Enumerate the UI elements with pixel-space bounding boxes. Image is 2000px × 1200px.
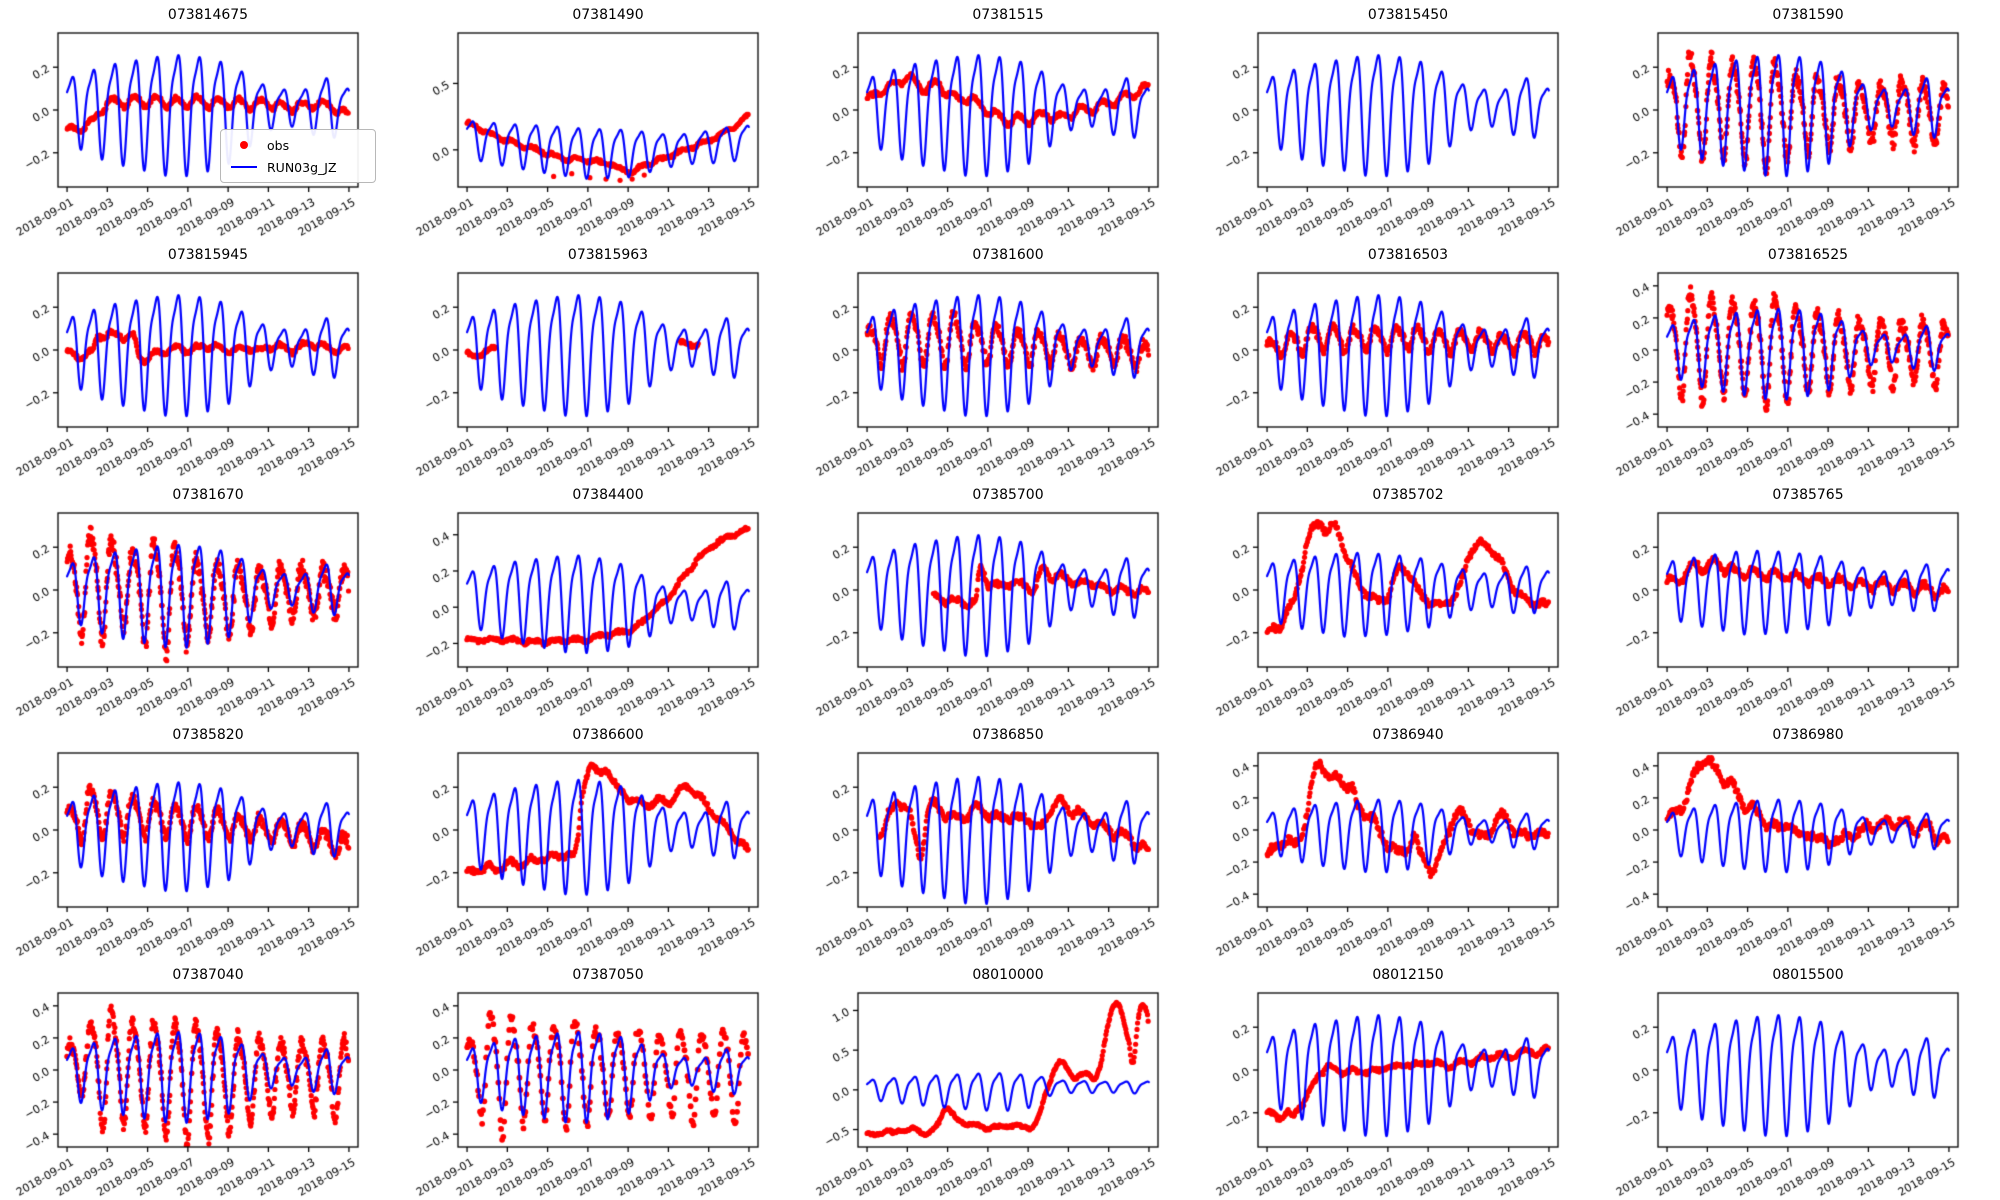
subplot-073815945: 073815945 <box>0 240 400 480</box>
subplot-title: 07381600 <box>972 247 1044 263</box>
subplot-07381515: 07381515 <box>800 0 1200 240</box>
plot-canvas <box>800 480 1200 720</box>
subplot-08010000: 08010000 <box>800 960 1200 1200</box>
subplot-title: 07385820 <box>172 727 244 743</box>
plot-canvas <box>1600 480 2000 720</box>
subplot-07385700: 07385700 <box>800 480 1200 720</box>
plot-canvas <box>400 240 800 480</box>
subplot-07385820: 07385820 <box>0 720 400 960</box>
subplot-07386940: 07386940 <box>1200 720 1600 960</box>
legend-entry-model: RUN03g_JZ <box>229 156 367 178</box>
plot-canvas <box>1200 480 1600 720</box>
legend-model-label: RUN03g_JZ <box>267 159 337 175</box>
subplot-title: 07381490 <box>572 7 644 23</box>
plot-canvas <box>1600 960 2000 1200</box>
subplot-title: 073816525 <box>1767 247 1849 263</box>
subplot-title: 07381670 <box>172 487 244 503</box>
legend-entry-obs: obs <box>229 134 367 156</box>
plot-canvas <box>0 0 400 240</box>
subplot-073816503: 073816503 <box>1200 240 1600 480</box>
subplot-08012150: 08012150 <box>1200 960 1600 1200</box>
plot-canvas <box>1200 720 1600 960</box>
plot-canvas <box>1200 240 1600 480</box>
plot-canvas <box>400 480 800 720</box>
model-line-icon <box>229 166 259 168</box>
subplot-title: 073815963 <box>567 247 649 263</box>
subplot-07381600: 07381600 <box>800 240 1200 480</box>
subplot-title: 08012150 <box>1372 967 1444 983</box>
plot-canvas <box>0 240 400 480</box>
subplot-title: 07386980 <box>1772 727 1844 743</box>
subplot-07381590: 07381590 <box>1600 0 2000 240</box>
subplot-title: 07387050 <box>572 967 644 983</box>
plot-canvas <box>800 240 1200 480</box>
subplot-title: 073814675 <box>167 7 249 23</box>
subplot-07386980: 07386980 <box>1600 720 2000 960</box>
subplot-07381670: 07381670 <box>0 480 400 720</box>
plot-canvas <box>1200 960 1600 1200</box>
subplot-07387040: 07387040 <box>0 960 400 1200</box>
subplot-title: 073815450 <box>1367 7 1449 23</box>
plot-canvas <box>1600 0 2000 240</box>
subplot-title: 073815945 <box>167 247 249 263</box>
plot-canvas <box>800 720 1200 960</box>
subplot-07386850: 07386850 <box>800 720 1200 960</box>
subplot-073814675: 073814675 <box>0 0 400 240</box>
subplot-title: 08010000 <box>972 967 1044 983</box>
plot-canvas <box>1600 720 2000 960</box>
subplot-07384400: 07384400 <box>400 480 800 720</box>
subplot-title: 073816503 <box>1367 247 1449 263</box>
subplot-07387050: 07387050 <box>400 960 800 1200</box>
subplot-title: 07381590 <box>1772 7 1844 23</box>
subplot-title: 07381515 <box>972 7 1044 23</box>
subplot-title: 07386940 <box>1372 727 1444 743</box>
legend-obs-label: obs <box>267 137 290 153</box>
plot-canvas <box>800 0 1200 240</box>
subplot-073815450: 073815450 <box>1200 0 1600 240</box>
obs-dot-icon <box>229 141 259 149</box>
subplot-073815963: 073815963 <box>400 240 800 480</box>
subplot-07386600: 07386600 <box>400 720 800 960</box>
plot-canvas <box>400 960 800 1200</box>
plot-canvas <box>400 720 800 960</box>
subplot-title: 07385765 <box>1772 487 1844 503</box>
plot-canvas <box>1600 240 2000 480</box>
plot-canvas <box>400 0 800 240</box>
plot-canvas <box>1200 0 1600 240</box>
plot-canvas <box>0 960 400 1200</box>
subplot-08015500: 08015500 <box>1600 960 2000 1200</box>
subplot-title: 07386600 <box>572 727 644 743</box>
subplot-title: 08015500 <box>1772 967 1844 983</box>
subplot-07385702: 07385702 <box>1200 480 1600 720</box>
subplot-title: 07386850 <box>972 727 1044 743</box>
subplot-title: 07385700 <box>972 487 1044 503</box>
plot-canvas <box>0 480 400 720</box>
subplot-title: 07384400 <box>572 487 644 503</box>
subplot-title: 07385702 <box>1372 487 1444 503</box>
plot-canvas <box>800 960 1200 1200</box>
subplot-07385765: 07385765 <box>1600 480 2000 720</box>
subplot-073816525: 073816525 <box>1600 240 2000 480</box>
plot-canvas <box>0 720 400 960</box>
legend: obs RUN03g_JZ <box>220 129 376 183</box>
subplot-07381490: 07381490 <box>400 0 800 240</box>
subplot-title: 07387040 <box>172 967 244 983</box>
